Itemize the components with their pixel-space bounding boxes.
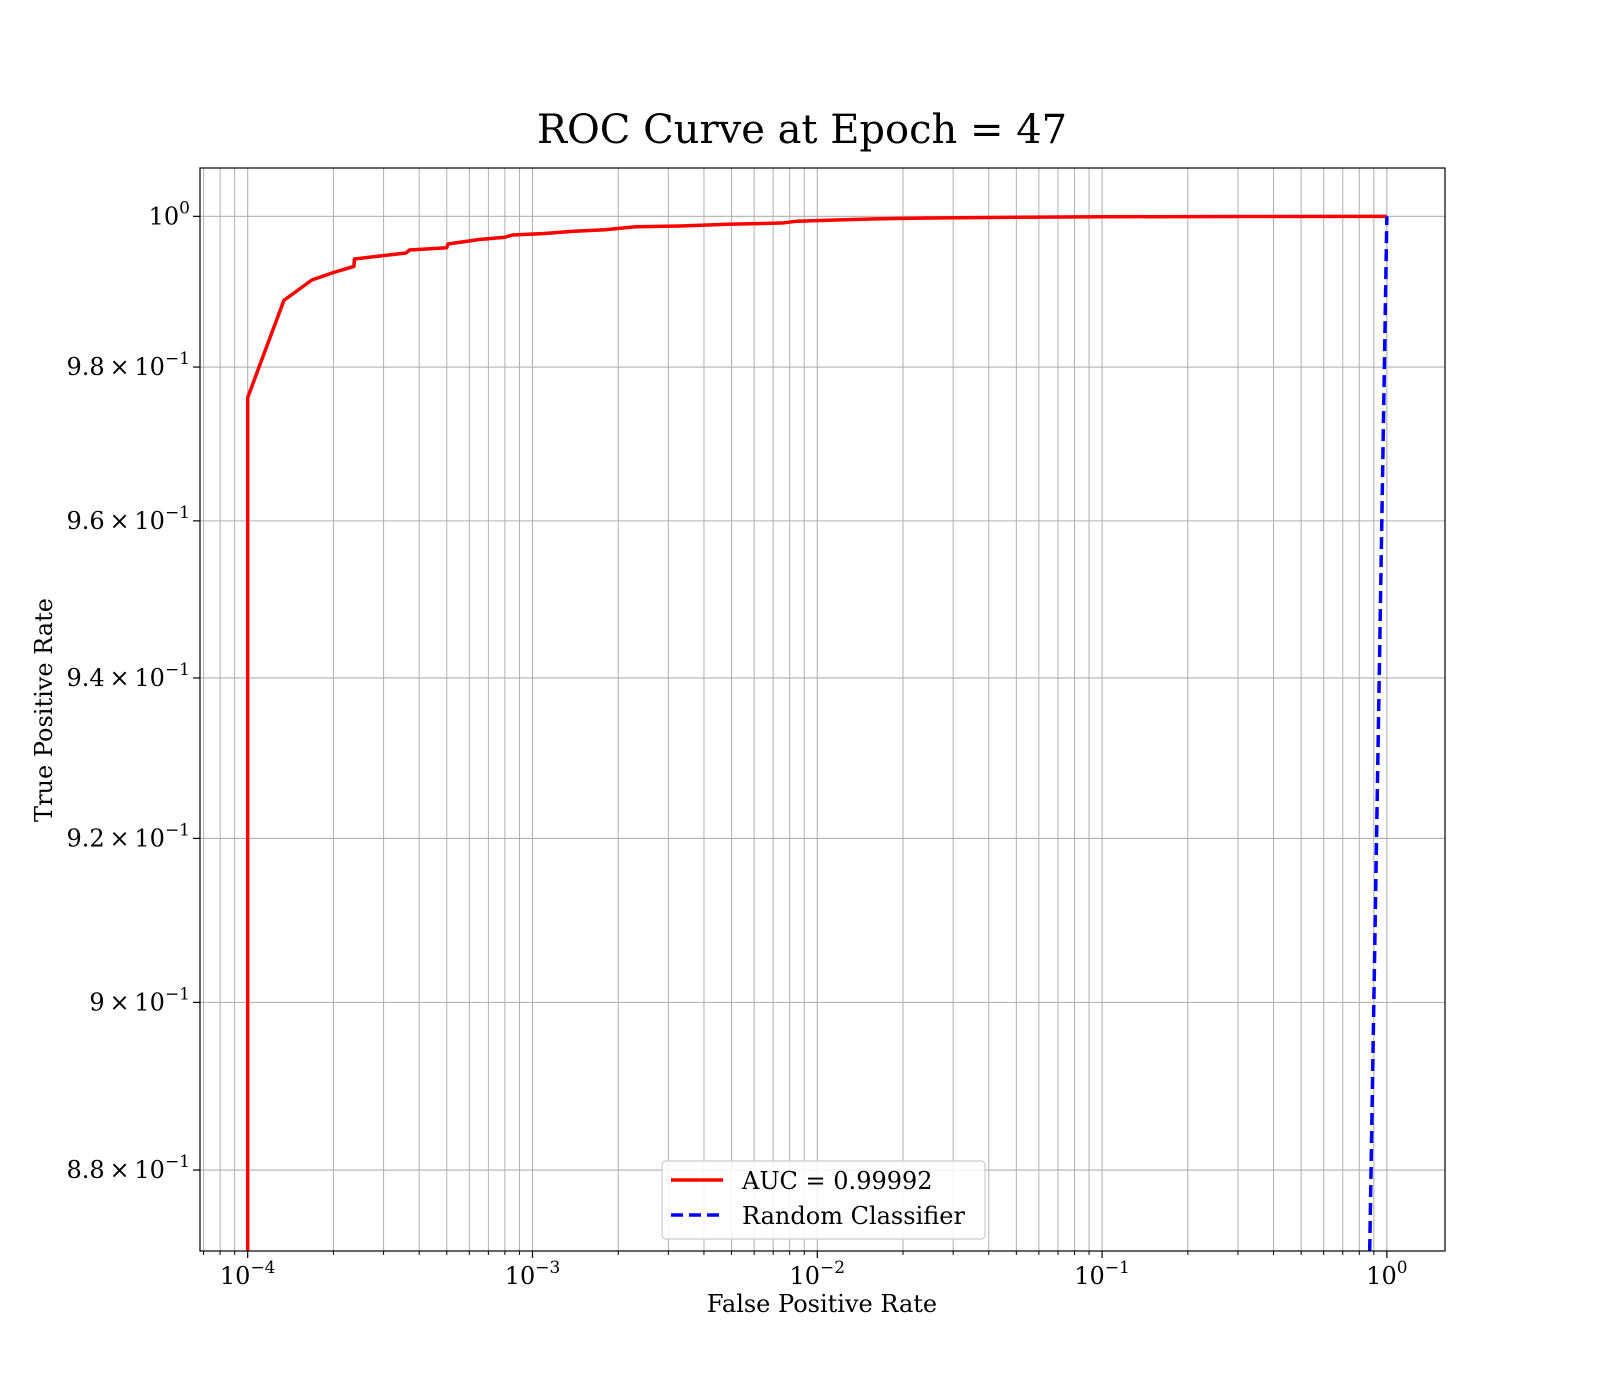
series: [245, 214, 1389, 1251]
legend-label-random: Random Classifier: [742, 1202, 965, 1230]
legend-label-auc: AUC = 0.99992: [741, 1167, 933, 1195]
random-classifier-line: [1367, 216, 1389, 1251]
chart-title: ROC Curve at Epoch = 47: [537, 107, 1067, 153]
plot-area: [200, 168, 1445, 1251]
plot-frame: [199, 167, 1446, 1252]
legend-box: [661, 1160, 986, 1240]
x-axis-label: False Positive Rate: [707, 1290, 937, 1318]
legend: AUC = 0.99992 Random Classifier: [661, 1160, 986, 1240]
y-axis-label: True Positive Rate: [30, 598, 58, 822]
roc-curve-line: [245, 214, 1387, 1251]
